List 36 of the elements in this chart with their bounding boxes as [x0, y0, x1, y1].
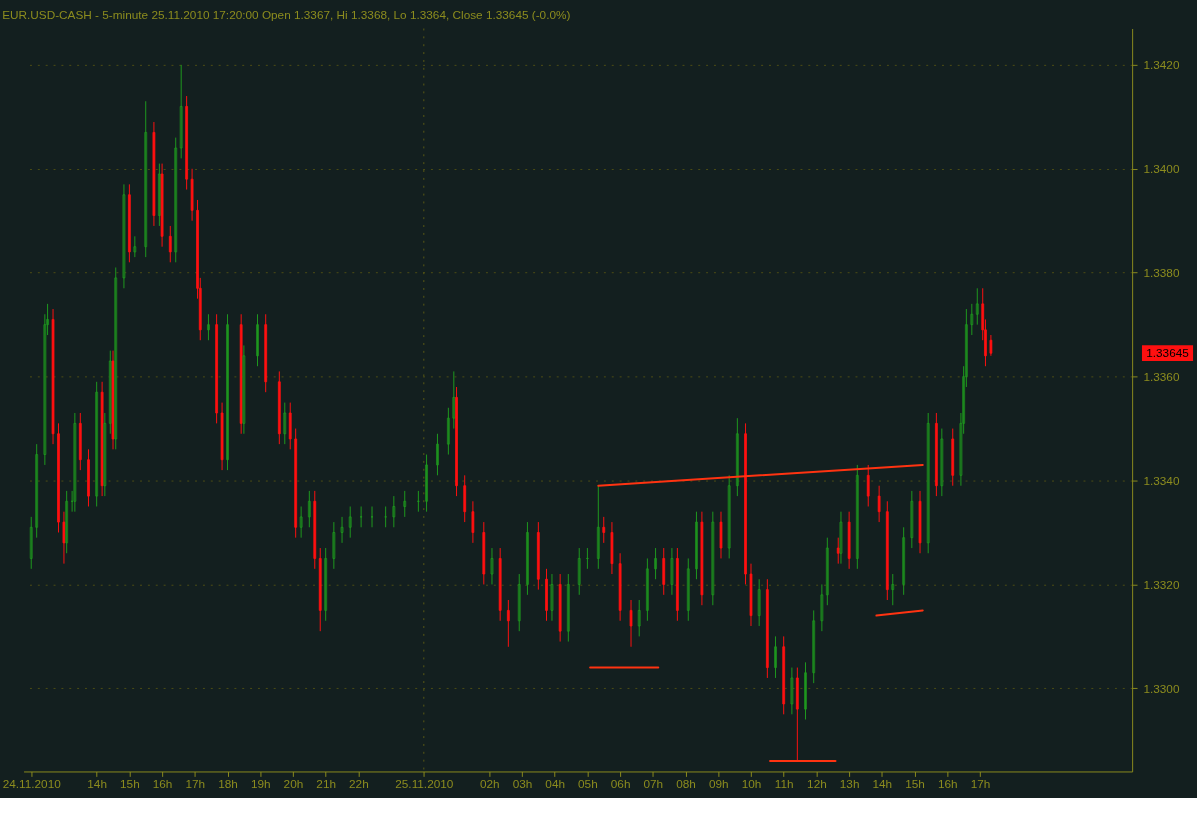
chart-title: EUR.USD-CASH - 5-minute 25.11.2010 17:20:00 Open 1.3367, Hi 1.3368, Lo 1.3364, Close 1.33645 (-0.0%) — [2, 8, 571, 22]
y-tick-label: 1.3340 — [1143, 473, 1180, 487]
y-tick-label: 1.3320 — [1143, 577, 1180, 591]
x-tick-label: 15h — [120, 776, 140, 790]
x-tick-label: 20h — [283, 776, 304, 790]
y-tick-label: 1.3400 — [1143, 162, 1180, 176]
x-tick-label: 22h — [349, 776, 369, 790]
x-tick-label: 02h — [479, 776, 500, 790]
y-tick-label: 1.3300 — [1143, 681, 1180, 695]
x-tick-label: 11h — [774, 776, 794, 790]
x-tick-label: 15h — [905, 776, 925, 790]
x-tick-label: 18h — [218, 776, 238, 790]
x-tick-label: 21h — [316, 776, 336, 790]
x-tick-label: 14h — [87, 776, 107, 790]
y-tick-label: 1.3420 — [1143, 58, 1180, 72]
x-tick-label: 07h — [643, 776, 664, 790]
x-tick-label: 08h — [676, 776, 696, 790]
x-tick-label: 19h — [250, 776, 271, 790]
x-tick-label: 04h — [545, 776, 566, 790]
x-tick-label: 17h — [185, 776, 206, 790]
x-tick-label: 12h — [807, 776, 827, 790]
y-tick-label: 1.3380 — [1143, 266, 1180, 280]
x-tick-label: 24.11.2010 — [2, 776, 62, 790]
x-tick-label: 13h — [839, 776, 860, 790]
x-tick-label: 14h — [872, 776, 893, 790]
x-tick-label: 16h — [152, 776, 173, 790]
x-tick-label: 06h — [610, 776, 631, 790]
text: 1.33645 — [1146, 346, 1190, 360]
x-tick-label: 17h — [970, 776, 991, 790]
x-tick-label: 05h — [578, 776, 598, 790]
x-tick-label: 03h — [512, 776, 533, 790]
x-tick-label: 10h — [741, 776, 762, 790]
x-tick-label: 09h — [708, 776, 729, 790]
x-tick-label: 25.11.2010 — [395, 776, 454, 790]
x-tick-label: 16h — [937, 776, 958, 790]
y-tick-label: 1.3360 — [1143, 370, 1180, 384]
